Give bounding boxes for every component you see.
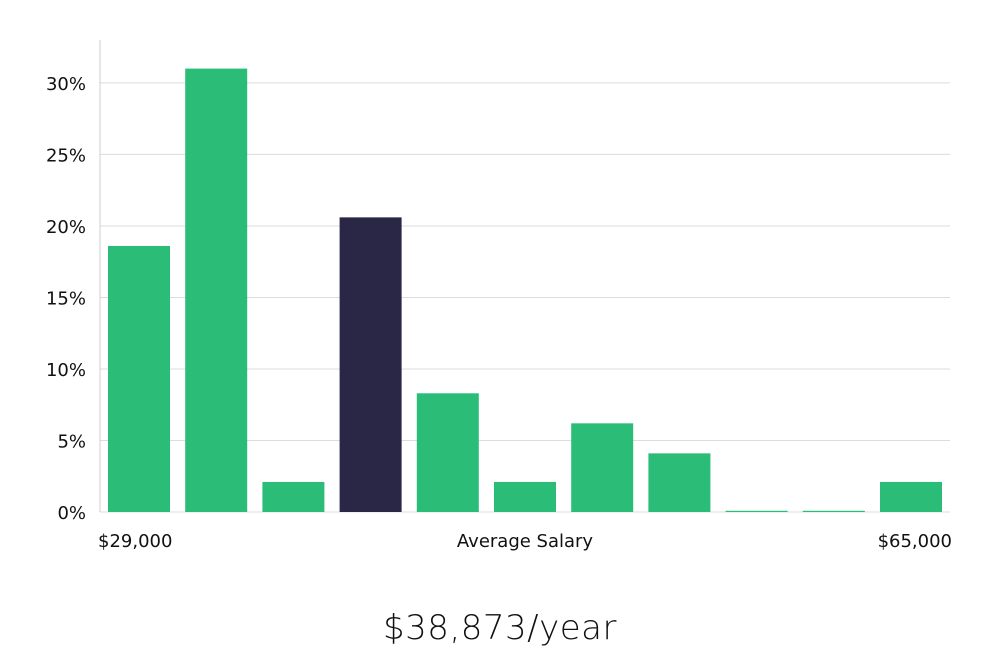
x-axis-end-label: $65,000 — [878, 531, 952, 552]
y-tick-label: 10% — [46, 360, 86, 381]
bar — [108, 245, 170, 513]
bar — [262, 481, 325, 512]
bar — [802, 510, 865, 512]
y-tick-label: 20% — [46, 217, 86, 238]
bar — [494, 481, 556, 512]
bars — [108, 68, 942, 513]
bar-highlighted — [339, 217, 402, 512]
x-axis-start-label: $29,000 — [98, 531, 172, 552]
bar — [880, 481, 942, 512]
y-tick-label: 0% — [57, 503, 86, 524]
bar — [185, 68, 248, 512]
y-tick-label: 30% — [46, 74, 86, 95]
bar — [571, 423, 634, 512]
y-tick-label: 5% — [57, 431, 86, 452]
bar — [416, 393, 479, 512]
salary-histogram-chart: 0% 5% 10% 15% 20% 25% 30% $29,000 Average Sala… — [46, 40, 952, 552]
y-axis-ticks: 0% 5% 10% 15% 20% 25% 30% — [46, 74, 86, 524]
x-axis-title: Average Salary — [457, 531, 594, 552]
y-tick-label: 15% — [46, 288, 86, 309]
average-salary-summary: $38,873/year — [383, 608, 617, 648]
y-tick-label: 25% — [46, 145, 86, 166]
bar — [725, 510, 788, 512]
bar — [648, 453, 711, 512]
